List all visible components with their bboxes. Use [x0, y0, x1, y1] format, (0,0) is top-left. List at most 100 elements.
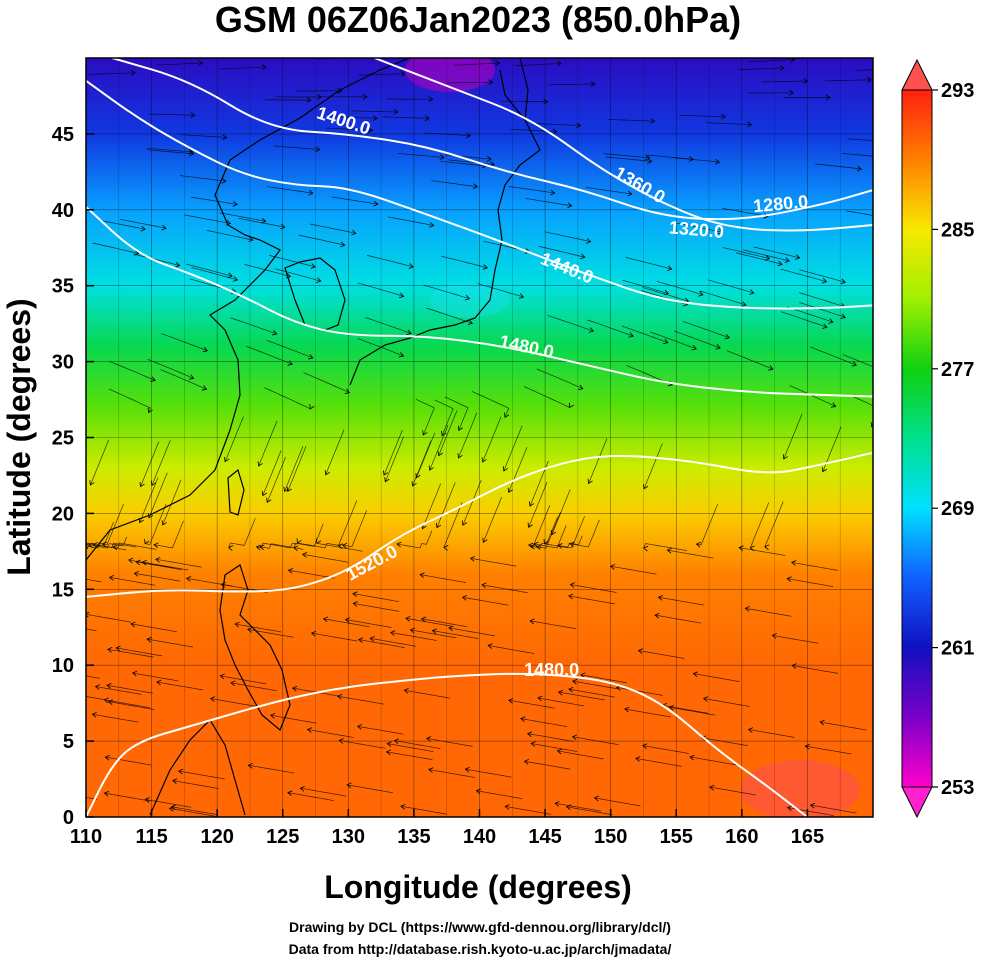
- streamline-arrow: [156, 679, 162, 686]
- streamline: [287, 446, 307, 492]
- colorbar: 253 261 269 277 285 293: [901, 58, 974, 819]
- streamline-arrow: [741, 301, 747, 307]
- streamline-arrow: [764, 255, 771, 261]
- streamline: [351, 110, 398, 113]
- streamline-arrow: [590, 81, 596, 87]
- streamline: [147, 638, 194, 648]
- streamline: [557, 516, 585, 549]
- streamline: [458, 412, 478, 459]
- streamline-arrow: [308, 354, 314, 360]
- streamline: [316, 542, 363, 552]
- streamline-arrow: [271, 330, 278, 336]
- streamline-arrow: [65, 488, 71, 494]
- colorbar-ticks: 253 261 269 277 285 293: [932, 80, 974, 799]
- streamline: [337, 695, 384, 705]
- streamline-arrow: [231, 288, 237, 294]
- streamline: [410, 629, 457, 639]
- streamline-arrow: [373, 200, 379, 207]
- streamline: [726, 350, 774, 370]
- streamline: [140, 441, 160, 487]
- streamline-arrow: [689, 754, 695, 761]
- streamline: [302, 553, 349, 563]
- streamline: [676, 222, 723, 233]
- streamline: [109, 576, 156, 586]
- streamline: [258, 420, 278, 467]
- streamline: [219, 212, 266, 222]
- contour-line: [86, 451, 873, 598]
- streamline-arrow: [108, 575, 115, 581]
- streamline-arrow: [147, 407, 153, 414]
- streamline-arrow: [315, 146, 321, 153]
- streamline: [528, 482, 548, 528]
- contour-line: [374, 58, 873, 232]
- streamline-arrow: [322, 616, 329, 623]
- streamline: [92, 242, 139, 254]
- x-tick-label: 145: [528, 826, 561, 848]
- streamline: [780, 311, 827, 328]
- streamline: [783, 413, 803, 460]
- streamline-arrow: [255, 544, 261, 551]
- streamline: [358, 73, 405, 76]
- streamline-arrow: [488, 79, 494, 86]
- streamline: [169, 807, 216, 817]
- streamline: [799, 269, 846, 283]
- streamline-arrow: [709, 784, 715, 791]
- streamline: [538, 246, 585, 258]
- streamline-arrow: [261, 64, 267, 70]
- colorbar-tick-label: 293: [941, 80, 974, 102]
- streamline-arrow: [744, 606, 750, 612]
- streamline: [109, 360, 156, 381]
- streamline-arrow: [791, 560, 797, 566]
- streamline-arrow: [819, 719, 825, 726]
- x-tick-label: 110: [70, 826, 102, 848]
- streamline-arrow: [227, 545, 234, 551]
- streamline-arrow: [306, 727, 313, 733]
- streamline: [422, 483, 442, 529]
- streamline-arrow: [593, 795, 600, 802]
- streamline-arrow: [107, 699, 114, 705]
- streamline-arrow: [777, 260, 783, 267]
- streamline: [440, 160, 487, 167]
- streamline: [558, 691, 605, 701]
- colorbar-scale: [901, 89, 933, 788]
- streamline: [842, 153, 873, 157]
- streamline: [311, 632, 358, 642]
- streamline-arrow: [528, 542, 534, 549]
- streamline: [133, 253, 180, 266]
- streamline: [481, 584, 528, 594]
- streamline-arrow: [140, 225, 146, 232]
- streamline-arrow: [415, 473, 421, 479]
- streamline-arrow: [94, 684, 101, 690]
- streamline: [679, 114, 726, 118]
- streamline: [108, 701, 155, 710]
- streamline-arrow: [688, 156, 694, 162]
- streamline: [605, 156, 652, 162]
- streamline-arrow: [586, 238, 592, 244]
- streamline: [690, 756, 737, 766]
- streamline: [345, 619, 392, 628]
- streamline-arrow: [411, 481, 417, 487]
- streamline: [530, 516, 558, 549]
- streamline-arrow: [897, 66, 901, 71]
- streamline-arrow: [552, 128, 558, 135]
- streamline: [398, 153, 445, 158]
- streamline-arrow: [248, 236, 254, 243]
- streamline: [851, 395, 873, 427]
- streamline: [156, 62, 203, 66]
- streamline-arrow: [557, 689, 564, 696]
- streamline-arrow: [448, 625, 454, 632]
- streamline: [172, 780, 219, 789]
- streamline: [148, 113, 195, 116]
- streamline: [527, 733, 574, 742]
- contour-line: [111, 58, 873, 221]
- streamline-arrow: [170, 804, 177, 811]
- y-tick-label: 5: [63, 731, 74, 753]
- streamline-arrow: [481, 457, 487, 463]
- streamline: [88, 72, 135, 75]
- y-tick-label: 35: [52, 276, 74, 298]
- streamline: [347, 784, 394, 794]
- streamline-arrow: [232, 201, 238, 207]
- streamline: [638, 650, 685, 659]
- streamline: [772, 635, 819, 644]
- streamline-arrow: [106, 682, 112, 689]
